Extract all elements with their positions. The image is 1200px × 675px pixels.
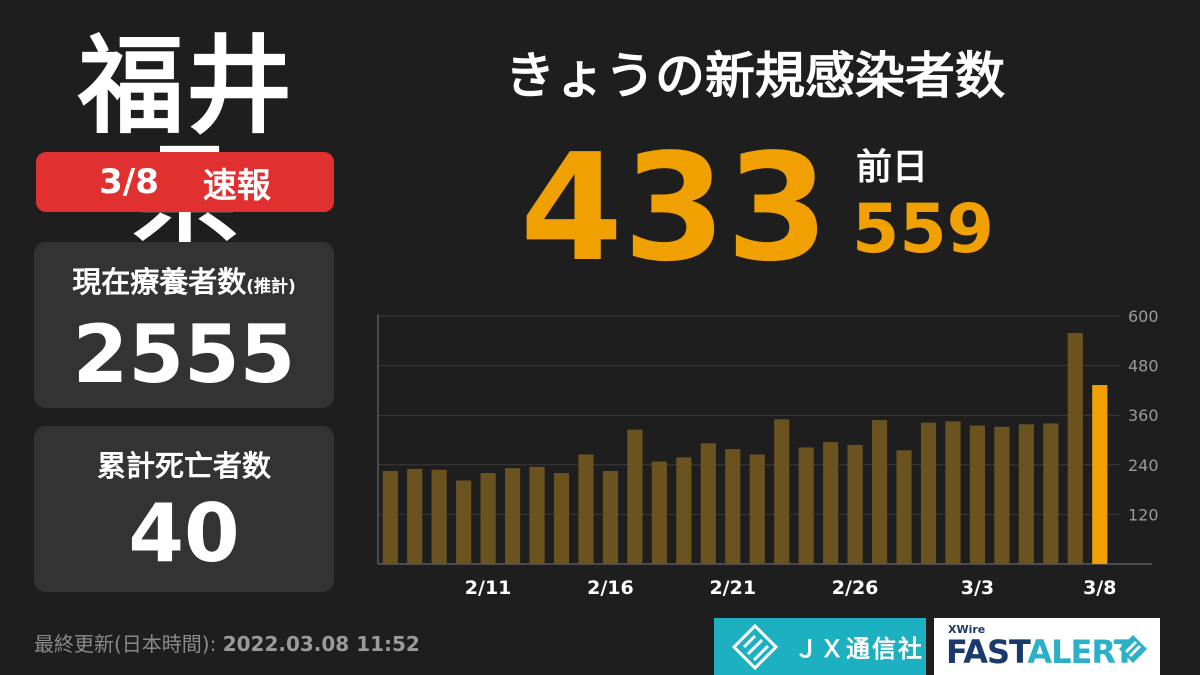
bar	[407, 468, 423, 564]
jx-logo: ＪＸ通信社	[714, 618, 926, 675]
date-badge: 3/8 速報	[36, 152, 334, 212]
bar	[529, 466, 545, 564]
bar	[969, 425, 986, 564]
prefecture-title: 福井県	[78, 25, 294, 252]
bar	[480, 473, 496, 564]
deaths-card: 累計死亡者数 40	[34, 426, 334, 592]
under-care-card: 現在療養者数(推計) 2555	[34, 242, 334, 408]
bar	[504, 468, 521, 564]
xwire-label: XWire	[948, 623, 986, 636]
x-tick-label: 2/16	[587, 577, 634, 599]
bar	[1067, 332, 1083, 564]
fastalert-mark-icon	[1119, 635, 1147, 663]
fastalert-logo: XWire FASTALERT	[934, 618, 1160, 675]
alert-label: ALERT	[1027, 633, 1135, 671]
y-tick-label: 360	[1128, 406, 1159, 425]
bar	[382, 471, 398, 564]
y-tick-label: 120	[1128, 505, 1159, 524]
bar	[847, 444, 863, 564]
bar	[602, 471, 619, 564]
y-tick-label: 480	[1128, 357, 1159, 376]
under-care-label: 現在療養者数	[72, 265, 247, 299]
bar	[700, 443, 716, 564]
bar	[627, 429, 643, 564]
bar	[749, 454, 765, 564]
bar	[1043, 423, 1059, 564]
last-updated-time: 2022.03.08 11:52	[222, 632, 420, 656]
bar	[578, 454, 594, 564]
today-count: 433	[520, 122, 829, 294]
date-label: 3/8	[99, 162, 159, 202]
x-tick-label: 2/26	[832, 577, 879, 599]
previous-value: 559	[852, 190, 994, 269]
bar	[896, 450, 912, 564]
bar	[823, 442, 839, 564]
x-tick-label: 3/3	[961, 577, 994, 599]
deaths-value: 40	[128, 487, 240, 580]
headline: きょうの新規感染者数	[505, 47, 1005, 105]
bar	[553, 473, 570, 564]
x-tick-label: 3/8	[1083, 577, 1116, 599]
y-tick-label: 600	[1128, 307, 1159, 326]
bar	[651, 461, 667, 564]
jx-name: ＪＸ通信社	[794, 635, 924, 663]
under-care-note: (推計)	[246, 277, 296, 297]
bar	[920, 422, 937, 564]
x-tick-label: 2/21	[709, 577, 756, 599]
bar	[994, 426, 1010, 564]
previous-label: 前日	[856, 147, 929, 188]
flash-label: 速報	[202, 165, 271, 206]
deaths-label: 累計死亡者数	[96, 449, 271, 483]
daily-cases-bar-chart: 120 240 360 480 600 2/11 2/16 2/21 2/26 3/3 3/8	[377, 307, 1159, 599]
last-updated: 最終更新(日本時間): 2022.03.08 11:52	[34, 630, 420, 658]
bar	[945, 421, 961, 564]
bar-latest	[1092, 385, 1108, 564]
bar	[871, 420, 888, 564]
under-care-value: 2555	[72, 308, 296, 401]
x-tick-label: 2/11	[465, 577, 512, 599]
bar	[1018, 424, 1034, 564]
bar	[456, 480, 472, 564]
last-updated-label: 最終更新(日本時間):	[34, 632, 217, 656]
jx-mark-icon	[732, 623, 778, 670]
bar	[725, 449, 741, 564]
y-tick-label: 240	[1128, 456, 1159, 475]
bar	[774, 419, 790, 564]
bar	[798, 447, 814, 564]
bar	[431, 469, 447, 564]
fast-label: FAST	[946, 633, 1028, 671]
bar	[676, 457, 692, 564]
